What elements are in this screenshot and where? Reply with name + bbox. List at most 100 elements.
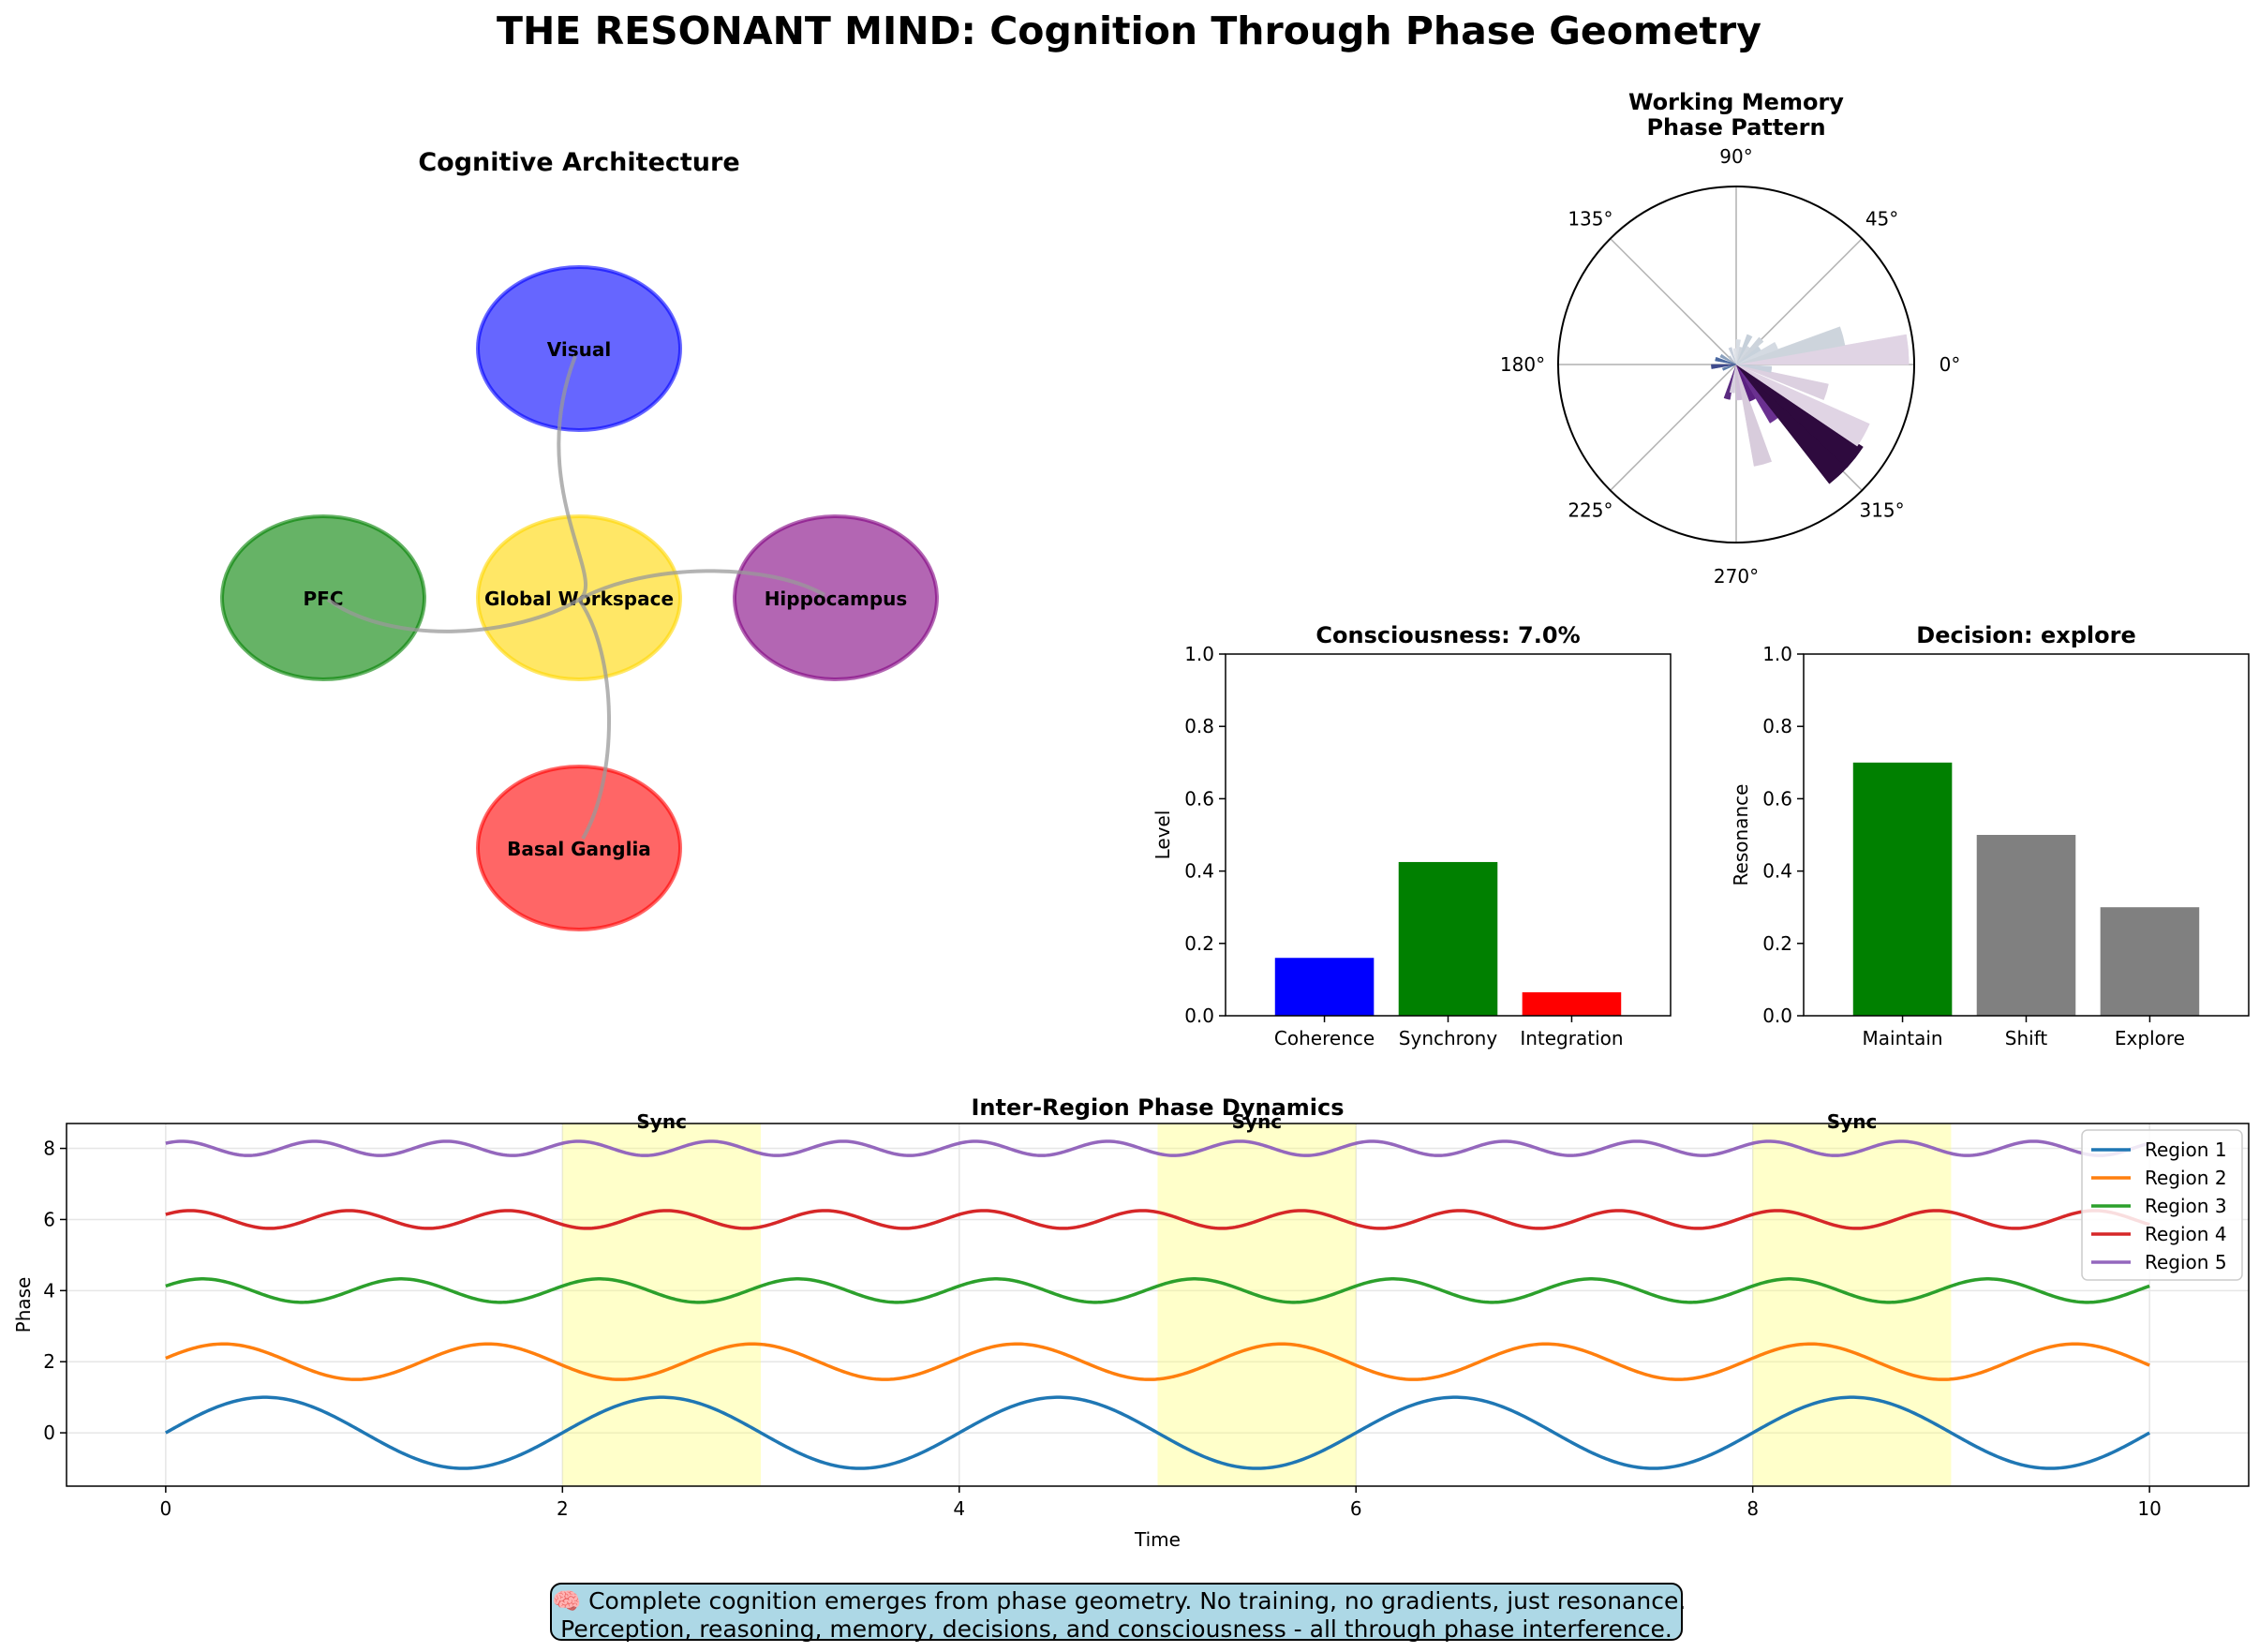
x-tick-label-1: 2 xyxy=(557,1497,569,1520)
series-line-2 xyxy=(165,1342,2150,1381)
plot-frame xyxy=(66,1123,2250,1487)
bar-1 xyxy=(1976,835,2076,1016)
polar-bar-2 xyxy=(1735,341,1778,365)
x-tick-label-5: 10 xyxy=(2137,1497,2161,1520)
polar-bar-8 xyxy=(1735,339,1741,365)
edge-global-hippocampus xyxy=(578,569,826,602)
y-tick-label-4: 0.8 xyxy=(1184,715,1214,737)
polar-bar-11 xyxy=(1728,355,1737,365)
sync-window-label-2: Sync xyxy=(1827,1110,1878,1133)
polar-angle-tick-90: 90° xyxy=(1719,145,1752,168)
legend-label-4: Region 4 xyxy=(2145,1223,2227,1245)
polar-bar-17 xyxy=(1729,364,1737,394)
y-tick-label-0: 0.0 xyxy=(1184,1005,1214,1027)
polar-angle-tick-45: 45° xyxy=(1865,207,1898,230)
polar-bar-1 xyxy=(1735,326,1846,365)
y-tick-label-1: 0.2 xyxy=(1762,932,1792,955)
node-3-label: Hippocampus xyxy=(765,588,908,610)
legend-label-2: Region 2 xyxy=(2145,1167,2227,1189)
legend-box xyxy=(2081,1129,2243,1281)
summary-caption-line-2: Perception, reasoning, memory, decisions… xyxy=(560,1615,1672,1643)
bar-0 xyxy=(1852,762,1953,1016)
consciousness-bar-chart: Consciousness: 7.0% Coherence Synchrony Int… xyxy=(1152,622,1672,1049)
polar-bar-19 xyxy=(1735,364,1773,467)
bar-1 xyxy=(1398,861,1498,1016)
polar-bar-6 xyxy=(1735,334,1753,365)
legend: Region 1 Region 2 Region 3 Region 4 Region 5 xyxy=(2081,1129,2243,1281)
x-tick-label-3: 6 xyxy=(1350,1497,1362,1520)
polar-angle-tick-225: 225° xyxy=(1568,499,1613,522)
polar-bars xyxy=(1711,326,1910,484)
polar-bar-15 xyxy=(1722,364,1737,371)
polar-bar-4 xyxy=(1735,336,1764,365)
legend-label-5: Region 5 xyxy=(2145,1251,2227,1273)
edge-global-basal xyxy=(577,598,611,841)
sync-window-label-1: Sync xyxy=(1232,1110,1283,1133)
polar-gridline-225 xyxy=(1610,364,1737,491)
polar-chart-title-line-1: Working Memory xyxy=(1628,89,1844,115)
plot-frame xyxy=(1803,653,2250,1017)
y-tick-label-5: 1.0 xyxy=(1184,643,1214,665)
y-tick-label-3: 0.6 xyxy=(1762,787,1792,810)
polar-bar-9 xyxy=(1732,348,1737,365)
polar-bar-25 xyxy=(1735,364,1829,401)
y-tick-label-1: 0.2 xyxy=(1184,932,1214,955)
architecture-title: Cognitive Architecture xyxy=(418,148,739,177)
bar-2 xyxy=(2100,907,2200,1016)
working-memory-polar-chart: Working Memory Phase Pattern 0° 45° 90° 135… xyxy=(1500,89,1960,588)
sync-window-label-0: Sync xyxy=(636,1110,687,1133)
series-line-1 xyxy=(165,1395,2150,1470)
x-axis-label: Time xyxy=(1134,1528,1181,1551)
y-tick-label-4: 0.8 xyxy=(1762,715,1792,737)
node-3-ellipse xyxy=(733,514,939,681)
polar-bar-23 xyxy=(1735,364,1864,469)
sync-window-0 xyxy=(562,1124,762,1486)
bar-chart-title: Consciousness: 7.0% xyxy=(1315,622,1580,648)
polar-angle-ticks: 0° 45° 90° 135° 180° 225° 270° 315° xyxy=(1500,145,1960,588)
x-tick-label-2: 4 xyxy=(953,1497,965,1520)
x-tick-label-2: Explore xyxy=(2115,1027,2185,1049)
polar-outer-circle xyxy=(1557,186,1915,543)
polar-gridline-135 xyxy=(1610,238,1737,365)
y-tick-label-2: 4 xyxy=(43,1279,55,1302)
y-tick-label-3: 0.6 xyxy=(1184,787,1214,810)
node-4-label: Basal Ganglia xyxy=(507,838,651,860)
y-tick-label-1: 2 xyxy=(43,1350,55,1373)
edge-pfc-global xyxy=(326,598,581,633)
sync-window-2 xyxy=(1752,1124,1952,1486)
y-tick-label-2: 0.4 xyxy=(1184,860,1214,883)
y-tick-label-3: 6 xyxy=(43,1208,55,1230)
node-0-label: Visual xyxy=(547,338,611,361)
y-tick-label-2: 0.4 xyxy=(1762,860,1792,883)
polar-bar-26 xyxy=(1735,364,1773,373)
polar-bar-16 xyxy=(1723,364,1737,400)
x-tick-label-1: Shift xyxy=(2005,1027,2048,1049)
polar-chart-title-line-2: Phase Pattern xyxy=(1646,114,1825,141)
polar-angle-tick-0: 0° xyxy=(1939,353,1961,376)
y-axis-label: Level xyxy=(1152,811,1174,860)
x-tick-label-4: 8 xyxy=(1746,1497,1759,1520)
x-tick-label-0: Maintain xyxy=(1863,1027,1943,1049)
figure-title: THE RESONANT MIND: Cognition Through Pha… xyxy=(497,8,1761,53)
bar-chart-title: Decision: explore xyxy=(1916,622,2135,648)
polar-angle-tick-180: 180° xyxy=(1500,353,1545,376)
node-4-ellipse xyxy=(476,765,682,931)
polar-angle-tick-135: 135° xyxy=(1568,207,1613,230)
x-tick-label-0: 0 xyxy=(159,1497,171,1520)
bar-2 xyxy=(1522,991,1622,1016)
y-tick-label-0: 0 xyxy=(43,1421,55,1444)
y-tick-label-0: 0.0 xyxy=(1762,1005,1792,1027)
decision-bar-chart: Decision: explore Maintain Shift Explore 0.0… xyxy=(1730,622,2250,1049)
polar-bar-13 xyxy=(1715,356,1737,365)
plot-frame xyxy=(1225,653,1672,1017)
polar-angle-tick-315: 315° xyxy=(1859,499,1904,522)
polar-bar-24 xyxy=(1735,364,1870,447)
bar-0 xyxy=(1274,958,1375,1016)
node-1-ellipse xyxy=(220,514,426,681)
series-line-3 xyxy=(165,1277,2150,1304)
summary-caption-box: 🧠 Complete cognition emerges from phase … xyxy=(550,1583,1686,1643)
